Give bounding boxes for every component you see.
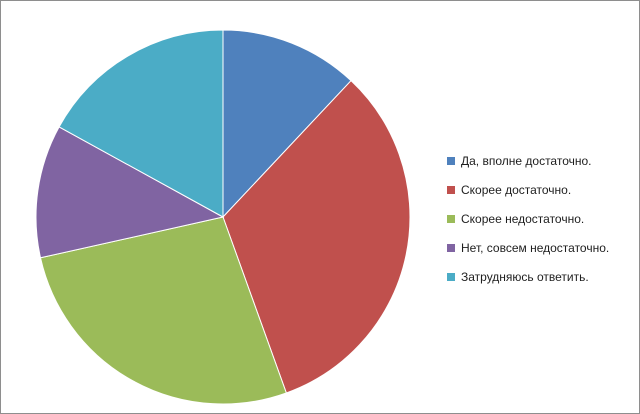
- legend-item: Скорее недостаточно.: [447, 210, 637, 228]
- legend-label: Да, вполне достаточно.: [461, 154, 592, 168]
- legend-item: Нет, совсем недостаточно.: [447, 239, 637, 257]
- legend-item: Да, вполне достаточно.: [447, 152, 637, 170]
- legend-swatch: [447, 157, 455, 165]
- legend: Да, вполне достаточно. Скорее достаточно…: [447, 152, 637, 297]
- legend-label: Нет, совсем недостаточно.: [461, 241, 610, 255]
- legend-label: Затрудняюсь ответить.: [461, 270, 589, 284]
- legend-item: Скорее достаточно.: [447, 181, 637, 199]
- pie-slice-0: [222, 29, 352, 219]
- legend-swatch: [447, 273, 455, 281]
- pie-slice-3: [35, 126, 225, 259]
- legend-item: Затрудняюсь ответить.: [447, 268, 637, 286]
- legend-swatch: [447, 215, 455, 223]
- legend-label: Скорее достаточно.: [461, 183, 572, 197]
- pie-slice-2: [39, 216, 287, 405]
- legend-swatch: [447, 186, 455, 194]
- legend-label: Скорее недостаточно.: [461, 212, 585, 226]
- pie-slice-4: [58, 29, 224, 218]
- legend-swatch: [447, 244, 455, 252]
- pie-slice-1: [222, 79, 411, 394]
